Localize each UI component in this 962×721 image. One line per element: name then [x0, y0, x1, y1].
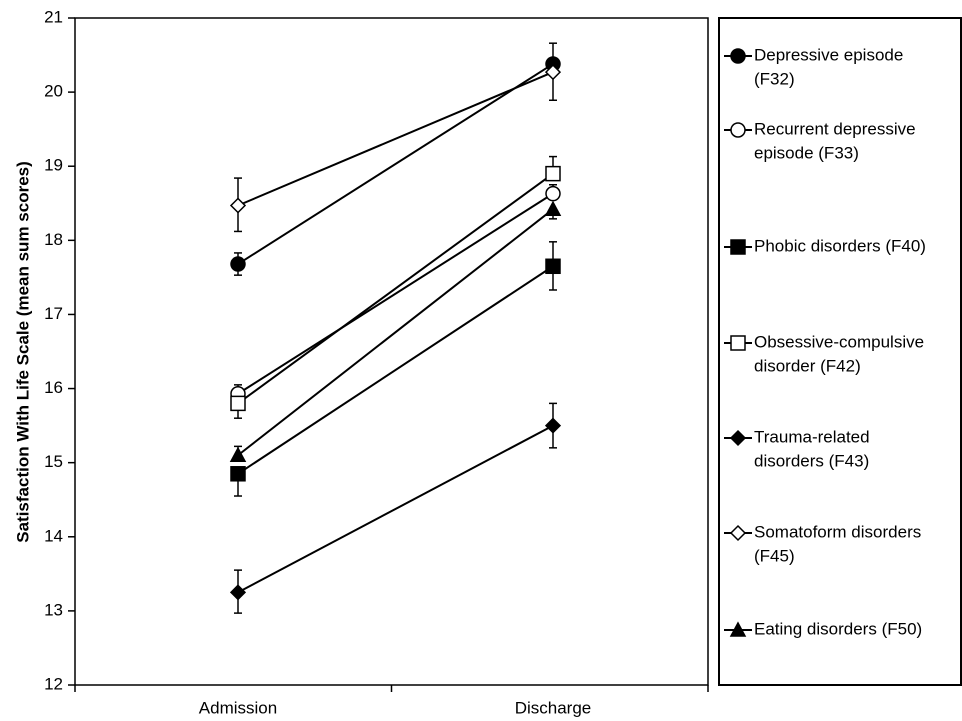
data-point	[544, 417, 562, 434]
legend-label: (F32)	[754, 69, 795, 88]
data-point	[229, 446, 247, 463]
plot-frame	[74, 17, 709, 686]
series-layer	[229, 42, 562, 614]
y-axis-title: Satisfaction With Life Scale (mean sum s…	[13, 161, 32, 543]
legend: Depressive episode (F32) Recurrent depress…	[724, 45, 926, 638]
data-point	[544, 200, 562, 216]
data-point	[544, 64, 562, 81]
series-line	[237, 265, 554, 475]
legend-item: Somatoform disorders (F45)	[724, 522, 921, 565]
legend-label: (F45)	[754, 546, 795, 565]
y-tick-label: 12	[44, 674, 63, 693]
legend-marker	[729, 621, 747, 637]
y-tick-label: 18	[44, 230, 63, 249]
legend-item: Eating disorders (F50)	[724, 619, 922, 638]
legend-item: Depressive episode (F32)	[724, 45, 903, 88]
series-2	[230, 241, 561, 497]
legend-item: Recurrent depressive episode (F33)	[724, 119, 916, 162]
legend-label: Obsessive-compulsive	[754, 332, 924, 351]
y-tick-label: 15	[44, 452, 63, 471]
legend-label: episode (F33)	[754, 143, 859, 162]
legend-label: Depressive episode	[754, 45, 903, 64]
series-5	[229, 64, 562, 233]
data-point	[230, 466, 246, 482]
data-point	[229, 197, 247, 214]
legend-label: Phobic disorders (F40)	[754, 236, 926, 255]
y-tick-label: 19	[44, 156, 63, 175]
legend-marker	[729, 429, 747, 447]
legend-item: Obsessive-compulsive disorder (F42)	[724, 332, 924, 375]
y-axis: 12 13 14 15 16 17 18 19 20 21	[44, 7, 75, 693]
legend-marker	[729, 524, 747, 542]
legend-marker	[730, 48, 746, 64]
legend-label: disorder (F42)	[754, 356, 861, 375]
data-point	[545, 258, 561, 275]
x-axis: Admission Discharge	[74, 685, 709, 717]
legend-label: Trauma-related	[754, 427, 870, 446]
series-line	[237, 172, 554, 405]
x-tick-label: Discharge	[515, 698, 592, 717]
y-tick-label: 14	[44, 526, 63, 545]
y-tick-label: 16	[44, 378, 63, 397]
series-0	[230, 42, 561, 276]
series-3	[230, 155, 561, 419]
series-line	[237, 71, 554, 207]
y-tick-label: 17	[44, 304, 63, 323]
series-6	[229, 200, 562, 463]
legend-marker	[730, 239, 746, 255]
legend-label: disorders (F43)	[754, 451, 869, 470]
data-point	[229, 584, 247, 601]
legend-marker	[730, 122, 746, 138]
legend-item: Phobic disorders (F40)	[724, 236, 926, 255]
legend-item: Trauma-related disorders (F43)	[724, 427, 870, 470]
legend-label: Somatoform disorders	[754, 522, 921, 541]
series-line	[237, 424, 554, 594]
series-line	[237, 63, 554, 265]
y-tick-label: 21	[44, 7, 63, 26]
series-line	[237, 208, 554, 457]
data-point	[545, 185, 561, 202]
legend-label: Recurrent depressive	[754, 119, 916, 138]
series-4	[229, 402, 562, 614]
legend-frame	[718, 17, 962, 686]
x-tick-label: Admission	[199, 698, 277, 717]
y-tick-label: 13	[44, 600, 63, 619]
series-1	[230, 184, 561, 402]
y-tick-label: 20	[44, 82, 63, 101]
legend-label: Eating disorders (F50)	[754, 619, 922, 638]
legend-marker	[730, 335, 746, 351]
data-point	[545, 165, 561, 182]
series-line	[237, 192, 554, 395]
data-point	[230, 395, 246, 412]
data-point	[230, 256, 246, 272]
